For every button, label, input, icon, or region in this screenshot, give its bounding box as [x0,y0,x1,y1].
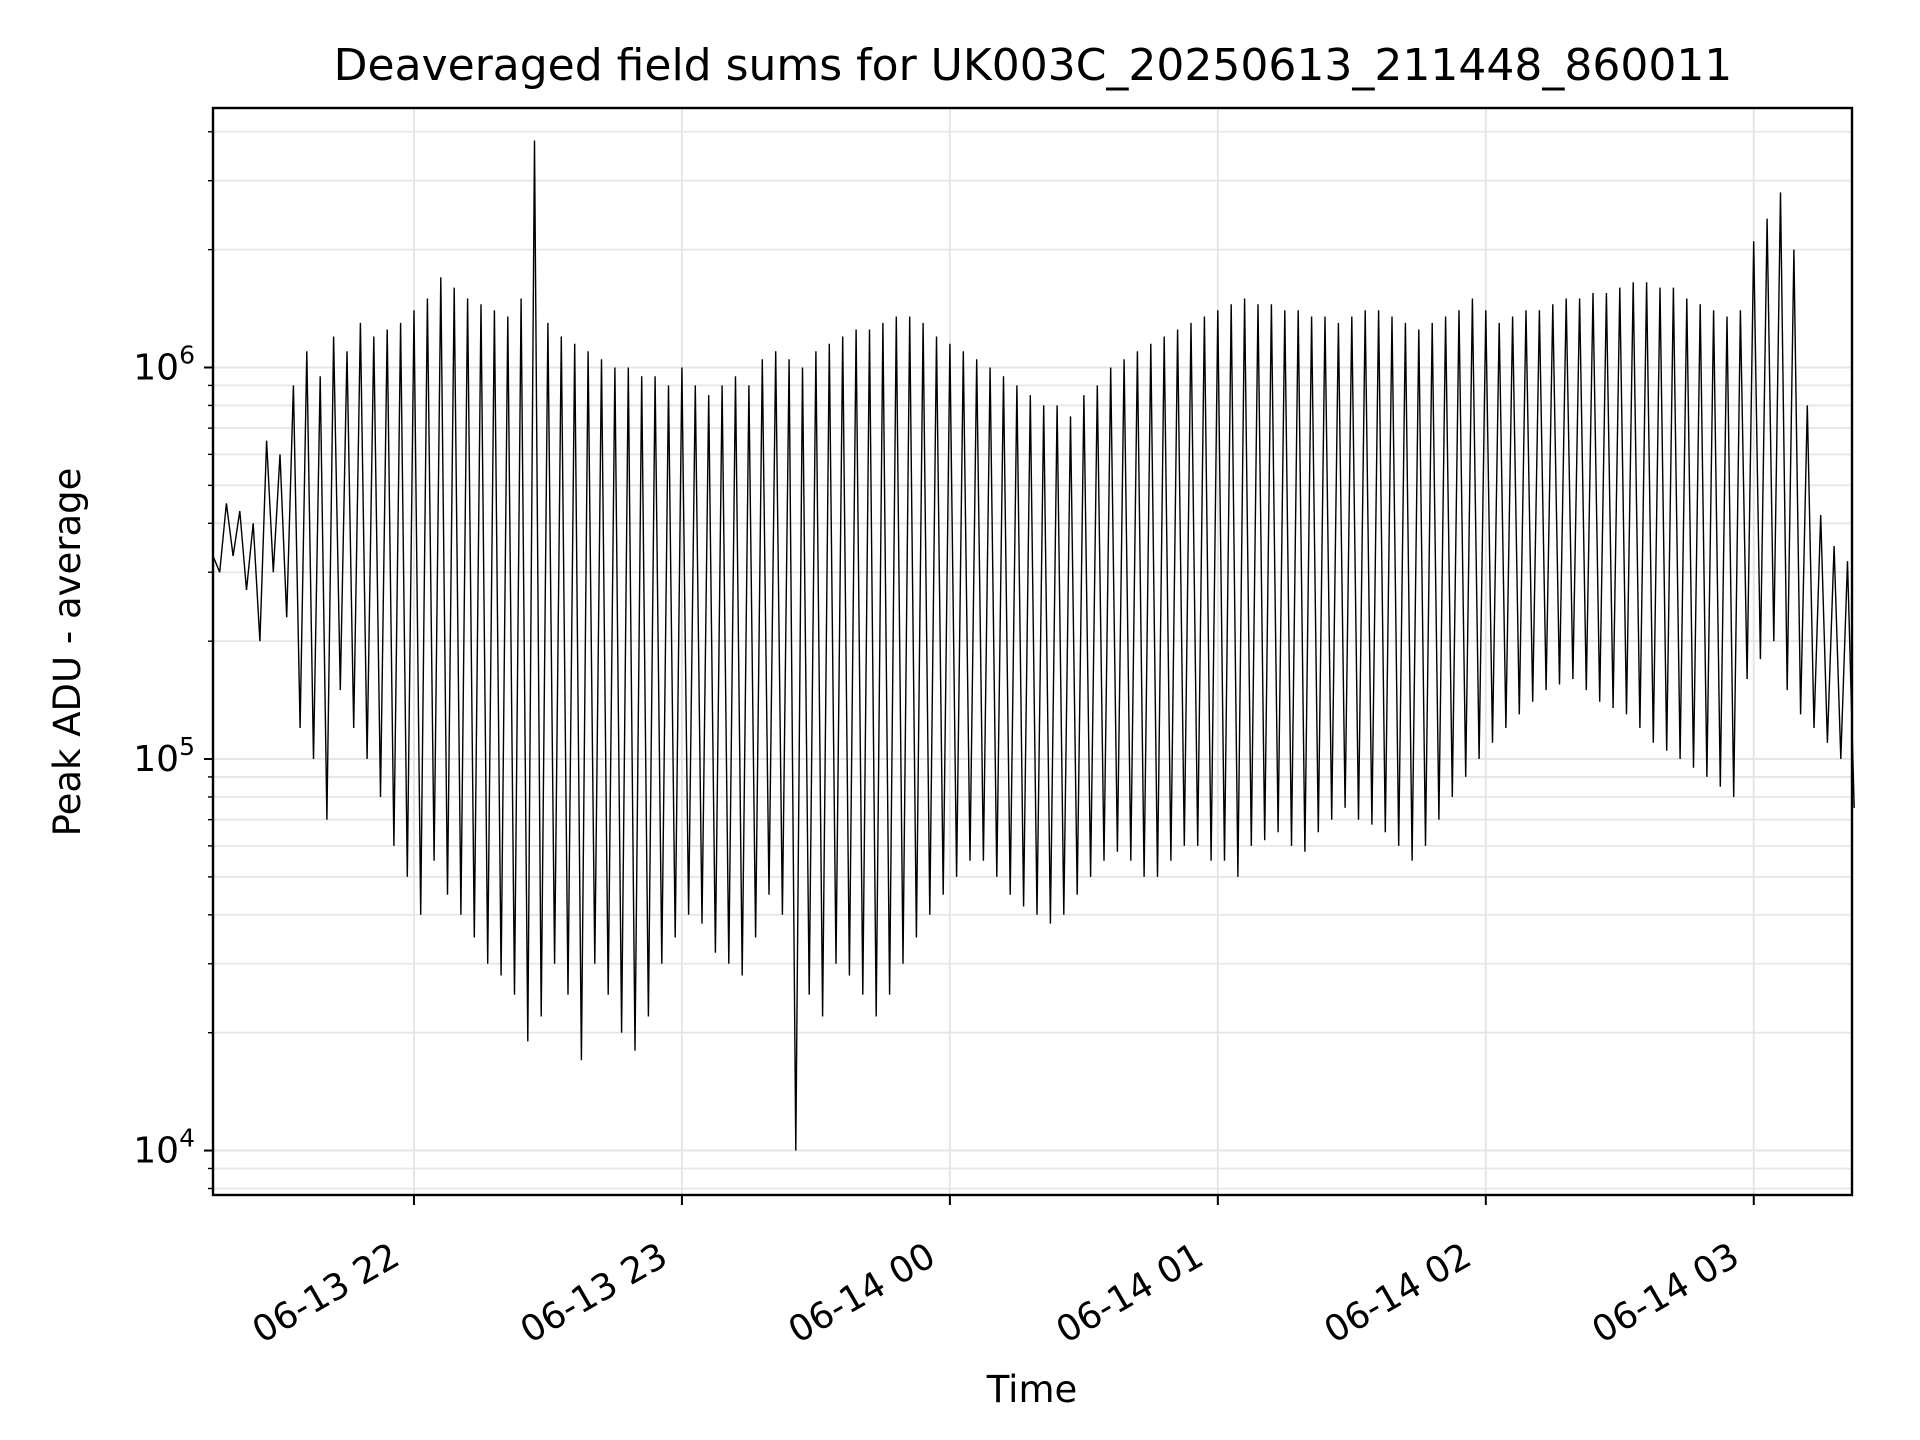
y-axis-label: Peak ADU - average [46,468,89,837]
series-line [212,140,1855,1151]
plot-frame [211,106,1854,1197]
y-tick-base: 10 [133,739,179,780]
y-tick-label: 104 [133,1124,195,1172]
y-tick-label: 105 [133,732,195,780]
data-line [212,140,1855,1151]
x-axis-label: Time [986,1368,1078,1411]
y-tick-exponent: 6 [179,340,195,369]
y-tick-exponent: 4 [179,1124,195,1153]
chart-title: Deaveraged field sums for UK003C_2025061… [334,40,1733,91]
y-tick-base: 10 [133,347,179,388]
y-tick-label: 106 [133,340,195,388]
y-tick-base: 10 [133,1131,179,1172]
y-tick-exponent: 5 [179,732,195,761]
